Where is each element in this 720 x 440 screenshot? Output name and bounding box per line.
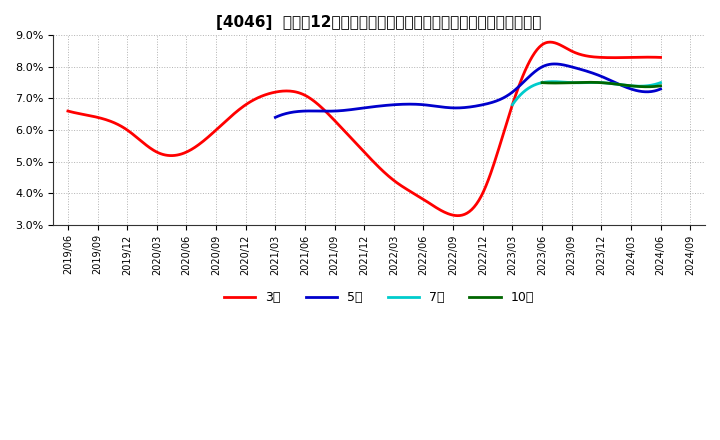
Legend: 3年, 5年, 7年, 10年: 3年, 5年, 7年, 10年 [219, 286, 539, 309]
Title: [4046]  売上高12か月移動合計の対前年同期増減率の標準偏差の推移: [4046] 売上高12か月移動合計の対前年同期増減率の標準偏差の推移 [217, 15, 541, 30]
